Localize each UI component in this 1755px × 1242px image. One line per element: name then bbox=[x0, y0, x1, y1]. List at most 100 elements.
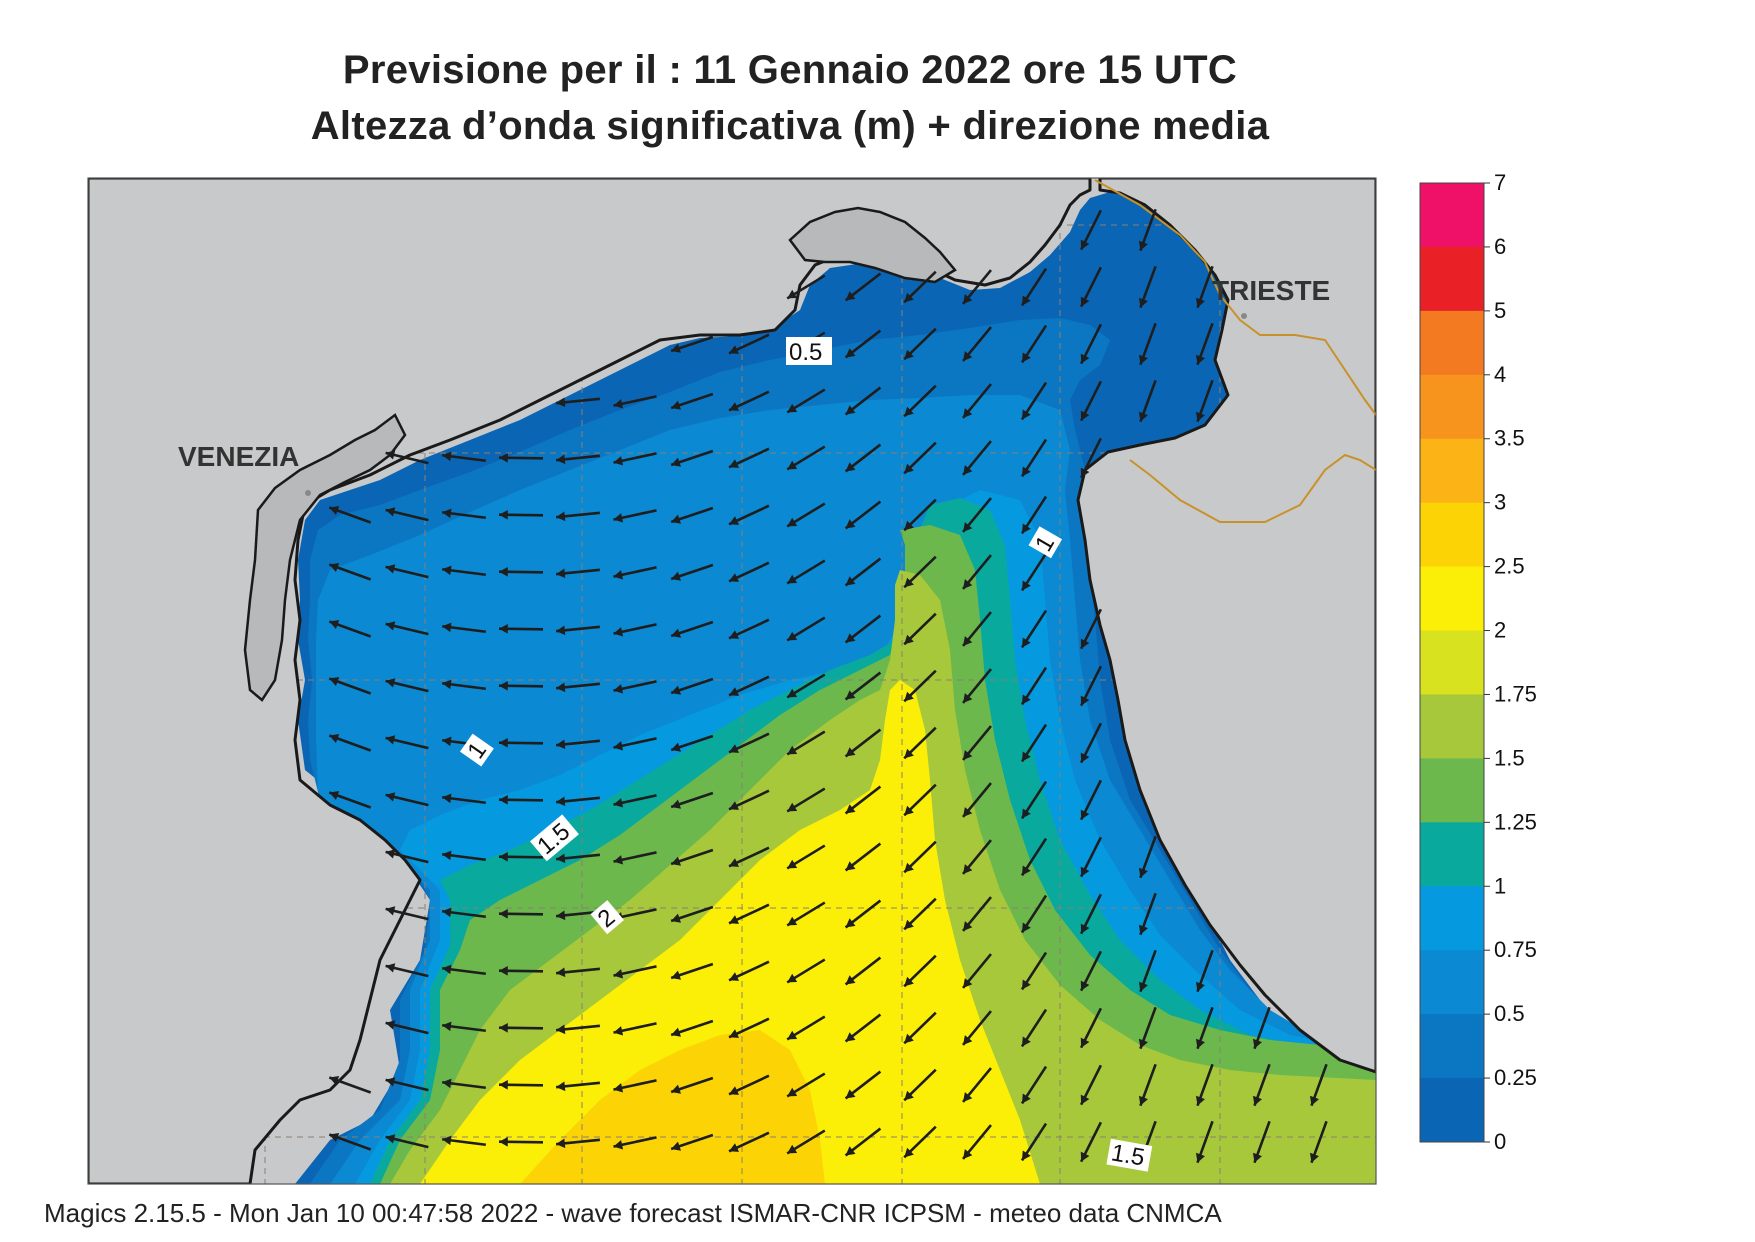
wave-direction-arrow bbox=[903, 840, 937, 874]
wave-direction-arrow bbox=[844, 386, 882, 416]
wave-direction-arrow bbox=[670, 335, 714, 353]
legend-tick-label: 0.75 bbox=[1494, 937, 1537, 962]
wave-direction-arrow bbox=[1020, 666, 1048, 706]
wave-direction-arrow bbox=[1195, 322, 1214, 366]
wave-direction-arrow bbox=[442, 679, 486, 691]
wave-direction-arrow bbox=[1020, 780, 1048, 820]
wave-direction-arrow bbox=[728, 447, 770, 469]
wave-direction-arrow bbox=[1079, 380, 1103, 422]
wave-direction-arrow bbox=[903, 270, 937, 304]
wave-direction-arrow bbox=[613, 1136, 657, 1150]
legend-color-swatch bbox=[1420, 886, 1484, 951]
wave-direction-arrow bbox=[670, 677, 714, 695]
wave-direction-arrow bbox=[498, 1137, 544, 1147]
wave-direction-arrow bbox=[498, 1080, 544, 1090]
wave-direction-arrow bbox=[555, 511, 601, 522]
grado-marano-lagoon bbox=[788, 206, 957, 284]
wave-direction-arrow bbox=[1079, 1121, 1103, 1163]
wave-direction-arrows bbox=[328, 208, 1328, 1164]
wave-direction-arrow bbox=[1079, 266, 1103, 308]
wave-direction-arrow bbox=[844, 329, 882, 359]
sea-band-2 bbox=[420, 680, 1040, 1184]
wave-direction-arrow bbox=[442, 622, 486, 634]
city-marker-venezia bbox=[305, 490, 311, 496]
wave-direction-arrow bbox=[1079, 893, 1103, 935]
legend-color-swatch bbox=[1420, 1078, 1484, 1143]
contour-label-1-5-south: 1.5 bbox=[1106, 1138, 1153, 1172]
wave-direction-arrow bbox=[442, 451, 486, 463]
legend-tick-label: 5 bbox=[1494, 298, 1506, 323]
wave-direction-arrow bbox=[962, 269, 992, 305]
legend-color-swatch bbox=[1420, 310, 1484, 376]
wave-direction-arrow bbox=[670, 392, 714, 410]
wave-direction-arrow bbox=[786, 1072, 826, 1098]
wave-direction-arrow bbox=[786, 1015, 826, 1041]
wave-direction-arrow bbox=[844, 842, 882, 872]
wave-direction-arrow bbox=[1195, 379, 1214, 423]
wave-direction-arrow bbox=[786, 787, 826, 813]
wave-direction-arrow bbox=[1020, 438, 1048, 478]
wave-direction-arrow bbox=[555, 967, 601, 978]
wave-direction-arrow bbox=[613, 623, 657, 637]
wave-direction-arrow bbox=[1079, 779, 1103, 821]
wave-direction-arrow bbox=[903, 1011, 937, 1045]
wave-direction-arrow bbox=[962, 1124, 992, 1160]
wave-direction-arrow bbox=[786, 730, 826, 756]
wave-direction-arrow bbox=[1138, 1063, 1157, 1107]
wave-direction-arrow bbox=[786, 901, 826, 927]
wave-direction-arrow bbox=[903, 555, 937, 589]
wave-direction-arrow bbox=[786, 616, 826, 642]
wave-direction-arrow bbox=[728, 504, 770, 526]
wave-direction-arrow bbox=[728, 732, 770, 754]
wave-direction-arrow bbox=[385, 1020, 429, 1035]
wave-direction-arrow bbox=[498, 624, 544, 634]
wave-direction-arrow bbox=[555, 397, 601, 408]
wave-direction-arrow bbox=[498, 1023, 544, 1033]
legend-color-swatch bbox=[1420, 566, 1484, 632]
wave-direction-arrow bbox=[786, 502, 826, 528]
venice-lagoon bbox=[243, 413, 407, 702]
wave-direction-arrow bbox=[962, 440, 992, 476]
wave-direction-arrow bbox=[498, 681, 544, 691]
wave-direction-arrow bbox=[328, 790, 372, 809]
wave-direction-arrow bbox=[670, 620, 714, 638]
wave-direction-arrow bbox=[442, 508, 486, 520]
wave-direction-arrow bbox=[498, 738, 544, 748]
legend-tick-label: 6 bbox=[1494, 234, 1506, 259]
wave-direction-arrow bbox=[1020, 324, 1048, 364]
wave-direction-arrow bbox=[962, 953, 992, 989]
wave-direction-arrow bbox=[613, 509, 657, 523]
legend-tick-label: 1.75 bbox=[1494, 681, 1537, 706]
wave-direction-arrow bbox=[670, 506, 714, 524]
wave-direction-arrow bbox=[385, 849, 429, 864]
wave-direction-arrow bbox=[498, 966, 544, 976]
wave-direction-arrow bbox=[1079, 836, 1103, 878]
wave-direction-arrow bbox=[555, 1024, 601, 1035]
wave-direction-arrow bbox=[962, 554, 992, 590]
wave-direction-arrow bbox=[728, 789, 770, 811]
legend-frame bbox=[1419, 182, 1485, 1143]
wave-direction-arrow bbox=[670, 791, 714, 809]
slovenia-border bbox=[1094, 179, 1376, 523]
wave-direction-arrow bbox=[498, 453, 544, 463]
wave-direction-arrow bbox=[1079, 722, 1103, 764]
wave-direction-arrow bbox=[962, 782, 992, 818]
wave-direction-arrow bbox=[728, 561, 770, 583]
wave-direction-arrow bbox=[728, 618, 770, 640]
legend-color-swatch bbox=[1420, 438, 1484, 504]
wave-direction-arrow bbox=[555, 796, 601, 807]
wave-direction-arrow bbox=[328, 1132, 372, 1151]
color-scale-legend: 7 6 5 4 3.5 3 2.5 2 1.75 1.5 1.25 1 0.75 0.5 0.25 0 bbox=[1419, 170, 1537, 1154]
wave-direction-arrow bbox=[613, 851, 657, 865]
map-panel bbox=[88, 178, 1376, 1184]
wave-direction-arrow bbox=[555, 625, 601, 636]
wave-direction-arrow bbox=[613, 1079, 657, 1093]
wave-direction-arrow bbox=[962, 611, 992, 647]
legend-color-swatch bbox=[1420, 822, 1484, 887]
wave-direction-arrow bbox=[844, 500, 882, 530]
wave-direction-arrow bbox=[903, 1125, 937, 1159]
wave-direction-arrow bbox=[442, 793, 486, 805]
wave-direction-arrow bbox=[903, 669, 937, 703]
wave-direction-arrow bbox=[442, 1021, 486, 1033]
wave-direction-arrow bbox=[1252, 1063, 1271, 1107]
